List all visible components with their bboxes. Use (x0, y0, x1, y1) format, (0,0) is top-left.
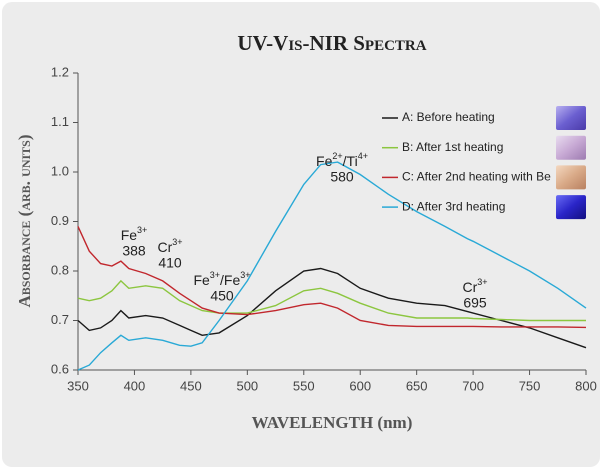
y-axis-title: Absorbance (arb. units) (15, 134, 34, 307)
ion-text: Cr (462, 279, 477, 295)
series-line (77, 267, 587, 349)
x-tick-label: 400 (124, 378, 146, 393)
ion-text: Fe (121, 227, 138, 243)
annotation-ion: Cr3+ (462, 277, 487, 294)
superscript: 3+ (240, 270, 250, 280)
annotation-wavelength: 388 (122, 243, 146, 259)
y-tick-label: 1.0 (51, 163, 69, 178)
superscript: 3+ (137, 225, 147, 235)
ion-text: Fe (193, 272, 210, 288)
annotation-ion: Cr3+ (157, 237, 182, 254)
annotation-wavelength: 410 (158, 255, 182, 271)
superscript: 2+ (332, 151, 342, 161)
superscript: 3+ (172, 237, 182, 247)
x-tick-label: 450 (180, 378, 202, 393)
legend-label: B: After 1st heating (402, 140, 503, 154)
x-tick-label: 750 (519, 378, 541, 393)
superscript: 4+ (358, 151, 368, 161)
annotation-wavelength: 580 (330, 169, 354, 185)
chart-title: UV-Vis-NIR Spectra (237, 31, 426, 55)
x-tick-label: 650 (406, 378, 428, 393)
x-tick-label: 500 (236, 378, 258, 393)
series-line (77, 226, 587, 329)
x-tick-label: 350 (67, 378, 89, 393)
y-tick-label: 0.6 (51, 361, 69, 376)
y-tick-label: 1.1 (51, 114, 69, 129)
ion-text: /Ti (343, 153, 358, 169)
series-line (77, 279, 586, 322)
ion-text: Fe (316, 153, 333, 169)
ion-text: /Fe (220, 272, 240, 288)
sample-photo (556, 165, 586, 190)
y-tick-label: 0.9 (51, 213, 69, 228)
legend-label: C: After 2nd heating with Be (402, 170, 551, 184)
y-tick-label: 1.2 (51, 64, 69, 79)
ion-text: Cr (157, 239, 172, 255)
x-axis-title: WAVELENGTH (nm) (252, 413, 413, 432)
sample-photo (556, 195, 586, 220)
legend-label: A: Before heating (402, 110, 495, 124)
y-tick-label: 0.7 (51, 312, 69, 327)
legend-label: D: After 3rd heating (402, 199, 505, 213)
annotation-ion: Fe3+/Fe3+ (193, 270, 250, 287)
annotation-ion: Fe2+/Ti4+ (316, 151, 368, 168)
x-tick-label: 800 (575, 378, 597, 393)
annotation-wavelength: 695 (463, 295, 487, 311)
x-tick-label: 600 (349, 378, 371, 393)
superscript: 3+ (210, 270, 220, 280)
sample-photo (556, 106, 586, 130)
superscript: 3+ (477, 277, 487, 287)
sample-photo (556, 135, 586, 160)
annotation-wavelength: 450 (210, 288, 234, 304)
x-tick-label: 550 (293, 378, 315, 393)
x-tick-label: 700 (462, 378, 484, 393)
y-tick-label: 0.8 (51, 262, 69, 277)
series-line (77, 161, 587, 371)
annotation-ion: Fe3+ (121, 225, 148, 242)
